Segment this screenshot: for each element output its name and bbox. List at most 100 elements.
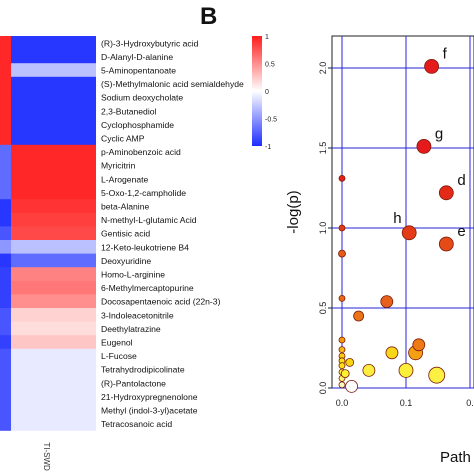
pathway-point <box>338 346 346 354</box>
y-tick-label: 2.0 <box>318 62 328 75</box>
heatmap-cell <box>0 212 11 227</box>
pathway-point <box>438 185 454 201</box>
heatmap-colorbar: 1 0.5 0 -0.5 -1 <box>252 34 277 151</box>
heatmap-cell <box>11 403 96 418</box>
heatmap-cell <box>0 416 11 431</box>
x-tick-label: 0.0 <box>336 398 349 408</box>
heatmap-cell <box>0 403 11 418</box>
heatmap-row-label: L-Fucose <box>101 351 137 361</box>
pathway-point <box>380 295 394 309</box>
heatmap-cell <box>0 335 11 350</box>
heatmap-row-label: 21-Hydroxypregnenolone <box>101 392 198 402</box>
heatmap-row-label: Homo-L-arginine <box>101 270 165 280</box>
heatmap-cell <box>0 199 11 214</box>
pathway-point <box>362 363 376 377</box>
pathway-point-label: e <box>457 223 465 240</box>
heatmap-row-label: Deethylatrazine <box>101 324 161 334</box>
heatmap-row-label: Docosapentaenoic acid (22n-3) <box>101 297 221 307</box>
heatmap-cell <box>11 376 96 390</box>
heatmap-row-label: Myricitrin <box>101 161 136 171</box>
y-tick-label: 1.5 <box>318 142 328 155</box>
heatmap-row-label: beta-Alanine <box>101 202 149 212</box>
heatmap-row-label: Gentisic acid <box>101 229 150 239</box>
pathway-point <box>345 357 355 367</box>
heatmap-cell <box>11 131 96 146</box>
heatmap-cell <box>11 49 96 64</box>
heatmap-row-label: p-Aminobenzoic acid <box>101 147 181 157</box>
heatmap-row-label: 2,3-Butanediol <box>101 106 157 116</box>
heatmap-cell <box>0 144 11 159</box>
pathway-point <box>412 338 426 352</box>
heatmap-cell <box>0 90 11 105</box>
heatmap-row-label: L-Arogenate <box>101 174 149 184</box>
heatmap-cell <box>11 144 96 159</box>
pathway-point <box>401 225 417 241</box>
heatmap-cell <box>11 63 96 78</box>
pathway-point-label: h <box>393 210 401 227</box>
heatmap-cell <box>11 308 96 322</box>
heatmap-row-label: Sodium deoxycholate <box>101 93 183 103</box>
pathway-scatter-panel-b: f g d h e 0.0 0.1 0. 0.0 0.5 1.0 1.5 2.0 -log(p) Path <box>285 35 474 466</box>
heatmap-column-label: TI-SWD <box>42 442 51 471</box>
heatmap-row-label: D-Alanyl-D-alanine <box>101 52 173 62</box>
pathway-point <box>438 236 454 252</box>
heatmap-cell <box>11 90 96 105</box>
heatmap-cell <box>0 294 11 309</box>
pathway-point <box>338 174 346 182</box>
heatmap-row-label: Tetracosanoic acid <box>101 419 172 429</box>
plot-frame <box>331 35 474 389</box>
pathway-point-label: d <box>457 172 465 189</box>
heatmap-cell <box>11 76 96 91</box>
panel-b-label: B <box>200 3 217 30</box>
x-tick-label: 0. <box>466 398 474 408</box>
heatmap-row-label: Methyl (indol-3-yl)acetate <box>101 406 198 416</box>
heatmap-cell <box>11 158 96 173</box>
y-tick-label: 0.0 <box>318 382 328 395</box>
pathway-point <box>385 346 399 360</box>
pathway-point <box>345 379 359 393</box>
heatmap-row-label: 6-Methylmercaptopurine <box>101 283 194 293</box>
pathway-point-label: g <box>435 125 443 142</box>
heatmap-cell <box>11 267 96 282</box>
pathway-point <box>338 336 346 344</box>
colorbar-tick-label: -1 <box>265 144 271 151</box>
heatmap-row-label: N-methyl-L-glutamic Acid <box>101 215 197 225</box>
heatmap-cell <box>11 321 96 336</box>
pathway-point <box>338 294 346 302</box>
heatmap-row-label: 5-Aminopentanoate <box>101 66 176 76</box>
heatmap-cell <box>0 131 11 146</box>
pathway-point <box>338 224 346 232</box>
heatmap-cell <box>0 308 11 322</box>
y-tick-label: 0.5 <box>318 302 328 315</box>
heatmap-cell <box>11 240 96 254</box>
heatmap-row-label: 3-Indoleacetonitrile <box>101 310 174 320</box>
heatmap-cell <box>0 117 11 132</box>
pathway-point <box>424 59 440 74</box>
heatmap-cell <box>0 49 11 64</box>
heatmap-cell <box>0 158 11 173</box>
heatmap-cell <box>11 199 96 214</box>
heatmap-cell <box>11 185 96 200</box>
heatmap-cell <box>0 267 11 282</box>
y-tick-label: 1.0 <box>318 222 328 235</box>
heatmap-row-label: Tetrahydrodipicolinate <box>101 365 185 375</box>
heatmap-row-label: Eugenol <box>101 338 133 348</box>
heatmap-cell <box>11 294 96 309</box>
colorbar-tick-label: 0.5 <box>265 62 275 69</box>
y-axis-label: -log(p) <box>285 190 302 233</box>
pathway-point <box>416 138 432 154</box>
pathway-point <box>338 249 346 258</box>
heatmap-cell <box>0 321 11 336</box>
heatmap-cell <box>0 362 11 377</box>
heatmap-cell <box>0 253 11 268</box>
heatmap-cell <box>0 76 11 91</box>
colorbar-gradient <box>252 36 262 146</box>
colorbar-tick-label: -0.5 <box>265 117 277 124</box>
heatmap-row-label: (S)-Methylmalonic acid semialdehyde <box>101 79 244 89</box>
heatmap-cell <box>11 280 96 295</box>
heatmap-cell <box>0 104 11 118</box>
heatmap-cell <box>0 376 11 390</box>
heatmap-cell <box>0 280 11 295</box>
pathway-point <box>428 366 446 384</box>
heatmap-cell <box>11 212 96 227</box>
